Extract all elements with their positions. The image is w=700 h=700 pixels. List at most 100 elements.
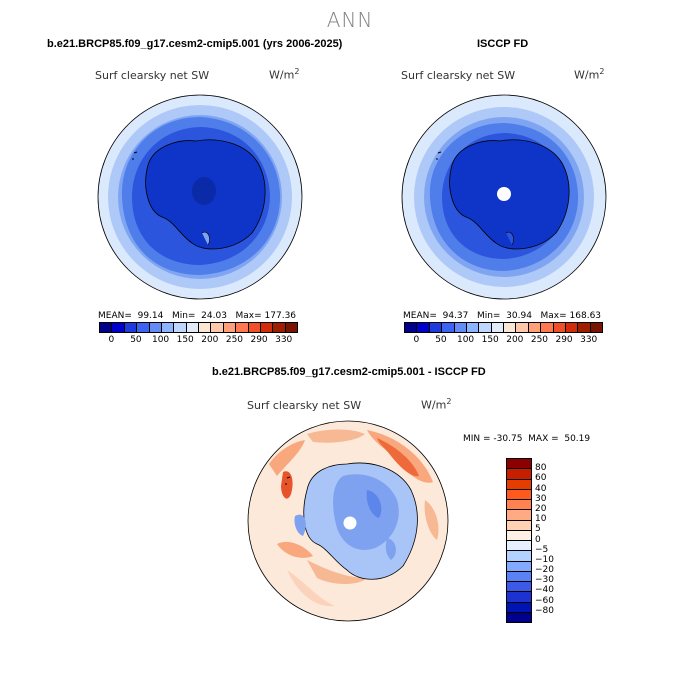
colorbar-swatch <box>479 323 492 332</box>
colorbar-tick-label: 290 <box>555 335 573 345</box>
colorbar-swatch <box>174 323 187 332</box>
model-variable-label: Surf clearsky net SW <box>95 69 210 82</box>
colorbar-tick-label: 10 <box>535 514 547 525</box>
page-title: ANN <box>326 8 374 32</box>
colorbar-tick-label: 40 <box>535 483 547 494</box>
colorbar-swatch <box>137 323 150 332</box>
colorbar-tick-label: 20 <box>535 503 547 514</box>
colorbar-swatch <box>442 323 455 332</box>
colorbar-swatch <box>491 323 504 332</box>
colorbar-swatch <box>149 323 162 332</box>
diff-units-label: W/m2 <box>421 397 452 412</box>
colorbar-tick-label: −30 <box>535 575 554 586</box>
colorbar-swatch <box>528 323 542 332</box>
diff-panel-title: b.e21.BRCP85.f09_g17.cesm2-cmip5.001 - I… <box>212 366 486 378</box>
colorbar-swatch <box>507 479 531 490</box>
colorbar-tick-label: 30 <box>535 493 547 504</box>
colorbar-tick-label: 5 <box>535 524 541 535</box>
colorbar-swatch <box>260 323 274 332</box>
colorbar-swatch <box>590 323 602 332</box>
colorbar-swatch <box>578 323 591 332</box>
model-units-label: W/m2 <box>269 67 300 82</box>
obs-stats: MEAN= 94.37 Min= 30.94 Max= 168.63 <box>403 311 602 321</box>
model-colorbar-ticks: 0 50 100 150 200 250 290 330 <box>99 335 296 347</box>
colorbar-tick-label: −5 <box>535 544 549 555</box>
colorbar-swatch <box>507 561 531 572</box>
obs-colorbar <box>404 322 603 333</box>
model-colorbar <box>99 322 298 333</box>
colorbar-swatch <box>507 489 531 500</box>
colorbar-tick-label: −10 <box>535 554 554 565</box>
diff-colorbar-ticks: 80 60 40 30 20 10 5 0 −5 −10 −20 −30 −40 −60 −80 <box>535 458 575 621</box>
colorbar-swatch <box>211 323 224 332</box>
colorbar-tick-label: 50 <box>435 335 447 345</box>
colorbar-swatch <box>507 510 531 521</box>
colorbar-swatch <box>417 323 430 332</box>
colorbar-swatch <box>273 323 286 332</box>
colorbar-tick-label: −80 <box>535 605 554 616</box>
colorbar-swatch <box>507 582 531 593</box>
colorbar-tick-label: 100 <box>151 335 170 345</box>
colorbar-swatch <box>507 551 531 562</box>
colorbar-swatch <box>507 500 531 511</box>
colorbar-tick-label: 150 <box>176 335 194 345</box>
colorbar-swatch <box>516 323 529 332</box>
colorbar-swatch <box>124 323 138 332</box>
obs-variable-label: Surf clearsky net SW <box>401 69 516 82</box>
colorbar-tick-label: 250 <box>530 335 549 345</box>
colorbar-tick-label: −60 <box>535 595 554 606</box>
colorbar-swatch <box>112 323 125 332</box>
colorbar-swatch <box>507 520 531 531</box>
colorbar-swatch <box>507 612 531 622</box>
colorbar-swatch <box>507 469 531 480</box>
model-stats: MEAN= 99.14 Min= 24.03 Max= 177.36 <box>98 311 297 321</box>
colorbar-tick-label: −40 <box>535 585 554 596</box>
colorbar-swatch <box>405 323 418 332</box>
obs-polar-map <box>401 94 607 300</box>
colorbar-swatch <box>186 323 199 332</box>
colorbar-tick-label: 330 <box>275 335 293 345</box>
colorbar-tick-label: 250 <box>225 335 244 345</box>
colorbar-tick-label: 0 <box>535 534 541 545</box>
colorbar-swatch <box>507 459 531 470</box>
colorbar-swatch <box>429 323 443 332</box>
colorbar-tick-label: 0 <box>413 335 420 345</box>
model-panel-title: b.e21.BRCP85.f09_g17.cesm2-cmip5.001 (yr… <box>47 38 343 50</box>
colorbar-swatch <box>507 592 531 603</box>
colorbar-swatch <box>504 323 517 332</box>
colorbar-swatch <box>285 323 297 332</box>
obs-panel-title: ISCCP FD <box>477 38 529 50</box>
colorbar-swatch <box>236 323 249 332</box>
diff-polar-map <box>247 420 449 622</box>
diff-colorbar <box>506 458 532 623</box>
colorbar-tick-label: 200 <box>201 335 219 345</box>
diff-stats: MIN = -30.75 MAX = 50.19 <box>463 434 591 444</box>
colorbar-tick-label: 60 <box>535 473 547 484</box>
colorbar-tick-label: 150 <box>481 335 499 345</box>
colorbar-swatch <box>100 323 113 332</box>
obs-colorbar-ticks: 0 50 100 150 200 250 290 330 <box>404 335 601 347</box>
colorbar-tick-label: 0 <box>108 335 115 345</box>
colorbar-tick-label: 50 <box>130 335 142 345</box>
obs-units-label: W/m2 <box>574 67 605 82</box>
colorbar-swatch <box>161 323 175 332</box>
colorbar-tick-label: 100 <box>456 335 475 345</box>
colorbar-tick-label: −20 <box>535 565 554 576</box>
colorbar-swatch <box>507 571 531 582</box>
colorbar-swatch <box>454 323 467 332</box>
colorbar-swatch <box>553 323 566 332</box>
colorbar-tick-label: 290 <box>250 335 268 345</box>
model-polar-map <box>97 94 303 300</box>
colorbar-swatch <box>507 602 531 613</box>
diff-variable-label: Surf clearsky net SW <box>247 399 362 412</box>
colorbar-tick-label: 330 <box>580 335 598 345</box>
colorbar-swatch <box>565 323 579 332</box>
colorbar-swatch <box>223 323 237 332</box>
colorbar-swatch <box>466 323 480 332</box>
colorbar-swatch <box>507 541 531 552</box>
colorbar-swatch <box>541 323 554 332</box>
colorbar-swatch <box>199 323 212 332</box>
colorbar-swatch <box>248 323 261 332</box>
colorbar-swatch <box>507 530 531 541</box>
colorbar-tick-label: 200 <box>506 335 524 345</box>
